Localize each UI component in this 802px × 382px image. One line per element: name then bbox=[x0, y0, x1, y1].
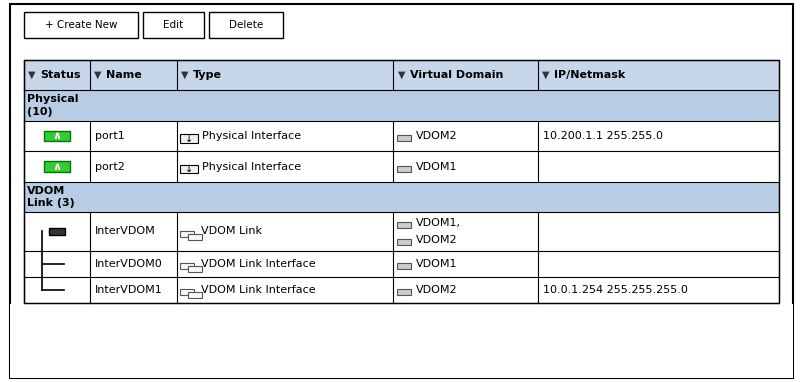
Bar bbox=[24, 121, 778, 151]
Text: InterVDOM0: InterVDOM0 bbox=[95, 259, 162, 269]
Text: Edit: Edit bbox=[163, 20, 184, 30]
Text: VDOM1: VDOM1 bbox=[415, 259, 457, 269]
Bar bbox=[180, 289, 194, 295]
Text: ▼: ▼ bbox=[541, 70, 549, 80]
Text: ▼: ▼ bbox=[397, 70, 404, 80]
Bar bbox=[188, 234, 202, 240]
Text: ∧: ∧ bbox=[52, 131, 62, 141]
Text: Physical Interface: Physical Interface bbox=[202, 162, 301, 172]
Bar bbox=[24, 212, 778, 251]
Bar bbox=[44, 161, 70, 172]
Text: Delete: Delete bbox=[229, 20, 262, 30]
Bar bbox=[24, 151, 778, 182]
Text: VDOM2: VDOM2 bbox=[415, 235, 457, 245]
Bar bbox=[24, 60, 778, 303]
Text: VDOM2: VDOM2 bbox=[415, 285, 457, 295]
Text: ↓: ↓ bbox=[184, 164, 192, 174]
Bar bbox=[180, 165, 197, 173]
Bar bbox=[396, 135, 411, 141]
Text: Status: Status bbox=[40, 70, 80, 80]
Text: VDOM2: VDOM2 bbox=[415, 131, 457, 141]
Bar bbox=[396, 239, 411, 245]
Text: Type: Type bbox=[192, 70, 221, 80]
Bar bbox=[180, 263, 194, 269]
Bar bbox=[209, 12, 282, 38]
Bar bbox=[180, 134, 197, 143]
Text: ↓: ↓ bbox=[184, 134, 192, 144]
Bar bbox=[396, 166, 411, 172]
Text: Physical
(10): Physical (10) bbox=[27, 94, 79, 117]
Text: port2: port2 bbox=[95, 162, 124, 172]
Bar bbox=[396, 222, 411, 228]
Bar bbox=[10, 304, 792, 378]
Text: + Create New: + Create New bbox=[45, 20, 117, 30]
Bar bbox=[143, 12, 204, 38]
Text: Physical Interface: Physical Interface bbox=[202, 131, 301, 141]
Bar bbox=[24, 60, 778, 90]
Bar bbox=[396, 289, 411, 295]
Bar bbox=[24, 12, 138, 38]
Bar bbox=[188, 292, 202, 298]
Bar bbox=[180, 231, 194, 237]
Bar bbox=[49, 228, 65, 235]
Text: VDOM1,: VDOM1, bbox=[415, 218, 460, 228]
Text: 10.0.1.254 255.255.255.0: 10.0.1.254 255.255.255.0 bbox=[542, 285, 687, 295]
Bar bbox=[24, 182, 778, 212]
Bar bbox=[44, 131, 70, 141]
Text: IP/Netmask: IP/Netmask bbox=[553, 70, 625, 80]
Text: ▼: ▼ bbox=[180, 70, 188, 80]
Bar bbox=[24, 277, 778, 303]
Text: 10.200.1.1 255.255.0: 10.200.1.1 255.255.0 bbox=[542, 131, 662, 141]
Text: ▼: ▼ bbox=[28, 70, 35, 80]
Text: ∧: ∧ bbox=[52, 162, 62, 172]
Bar bbox=[396, 263, 411, 269]
Text: Virtual Domain: Virtual Domain bbox=[409, 70, 502, 80]
Text: ▼: ▼ bbox=[94, 70, 101, 80]
Bar bbox=[188, 266, 202, 272]
Bar bbox=[24, 251, 778, 277]
Text: VDOM Link: VDOM Link bbox=[200, 227, 261, 236]
Text: VDOM
Link (3): VDOM Link (3) bbox=[27, 186, 75, 208]
Text: InterVDOM: InterVDOM bbox=[95, 227, 156, 236]
Text: VDOM Link Interface: VDOM Link Interface bbox=[200, 259, 315, 269]
Text: Name: Name bbox=[106, 70, 142, 80]
Bar bbox=[24, 90, 778, 121]
Text: InterVDOM1: InterVDOM1 bbox=[95, 285, 162, 295]
Text: VDOM1: VDOM1 bbox=[415, 162, 457, 172]
Text: port1: port1 bbox=[95, 131, 124, 141]
Text: VDOM Link Interface: VDOM Link Interface bbox=[200, 285, 315, 295]
